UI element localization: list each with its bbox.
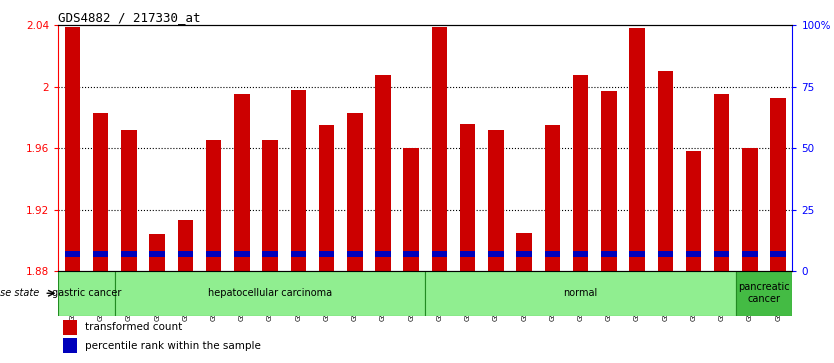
Bar xyxy=(516,251,532,257)
Bar xyxy=(771,251,786,257)
Bar xyxy=(425,271,736,315)
Bar xyxy=(573,251,588,257)
Bar xyxy=(714,251,730,257)
Bar xyxy=(206,251,221,257)
Text: transformed count: transformed count xyxy=(85,322,183,332)
Bar xyxy=(771,98,786,271)
Bar xyxy=(178,220,193,271)
Text: gastric cancer: gastric cancer xyxy=(52,288,121,298)
Bar xyxy=(63,338,77,353)
Bar xyxy=(290,90,306,271)
Bar xyxy=(234,94,249,271)
Bar xyxy=(488,130,504,271)
Bar xyxy=(404,148,419,271)
Bar xyxy=(488,251,504,257)
Bar xyxy=(375,251,391,257)
Bar xyxy=(178,251,193,257)
Bar xyxy=(319,125,334,271)
Bar xyxy=(263,251,278,257)
Bar xyxy=(736,271,792,315)
Bar xyxy=(657,251,673,257)
Bar xyxy=(93,113,108,271)
Text: GDS4882 / 217330_at: GDS4882 / 217330_at xyxy=(58,11,201,24)
Bar xyxy=(742,251,758,257)
Text: pancreatic
cancer: pancreatic cancer xyxy=(738,282,790,304)
Bar xyxy=(58,271,115,315)
Bar xyxy=(630,251,645,257)
Bar xyxy=(404,251,419,257)
Bar xyxy=(234,251,249,257)
Bar xyxy=(432,27,447,271)
Bar xyxy=(460,251,475,257)
Bar xyxy=(121,130,137,271)
Bar xyxy=(347,251,363,257)
Bar xyxy=(432,251,447,257)
Text: percentile rank within the sample: percentile rank within the sample xyxy=(85,341,261,351)
Bar xyxy=(115,271,425,315)
Bar xyxy=(149,251,165,257)
Bar xyxy=(206,140,221,271)
Bar xyxy=(601,91,616,271)
Bar xyxy=(375,74,391,271)
Bar xyxy=(601,251,616,257)
Bar xyxy=(347,113,363,271)
Bar xyxy=(573,74,588,271)
Bar xyxy=(545,251,560,257)
Bar xyxy=(714,94,730,271)
Bar xyxy=(63,319,77,335)
Bar xyxy=(545,125,560,271)
Bar xyxy=(93,251,108,257)
Text: normal: normal xyxy=(564,288,598,298)
Bar xyxy=(742,148,758,271)
Bar xyxy=(149,234,165,271)
Text: hepatocellular carcinoma: hepatocellular carcinoma xyxy=(208,288,332,298)
Bar xyxy=(460,124,475,271)
Bar xyxy=(686,151,701,271)
Bar xyxy=(65,251,80,257)
Bar xyxy=(263,140,278,271)
Text: disease state: disease state xyxy=(0,288,39,298)
Bar xyxy=(319,251,334,257)
Bar xyxy=(686,251,701,257)
Bar xyxy=(290,251,306,257)
Bar xyxy=(516,233,532,271)
Bar xyxy=(65,27,80,271)
Bar xyxy=(121,251,137,257)
Bar xyxy=(657,72,673,271)
Bar xyxy=(630,28,645,271)
